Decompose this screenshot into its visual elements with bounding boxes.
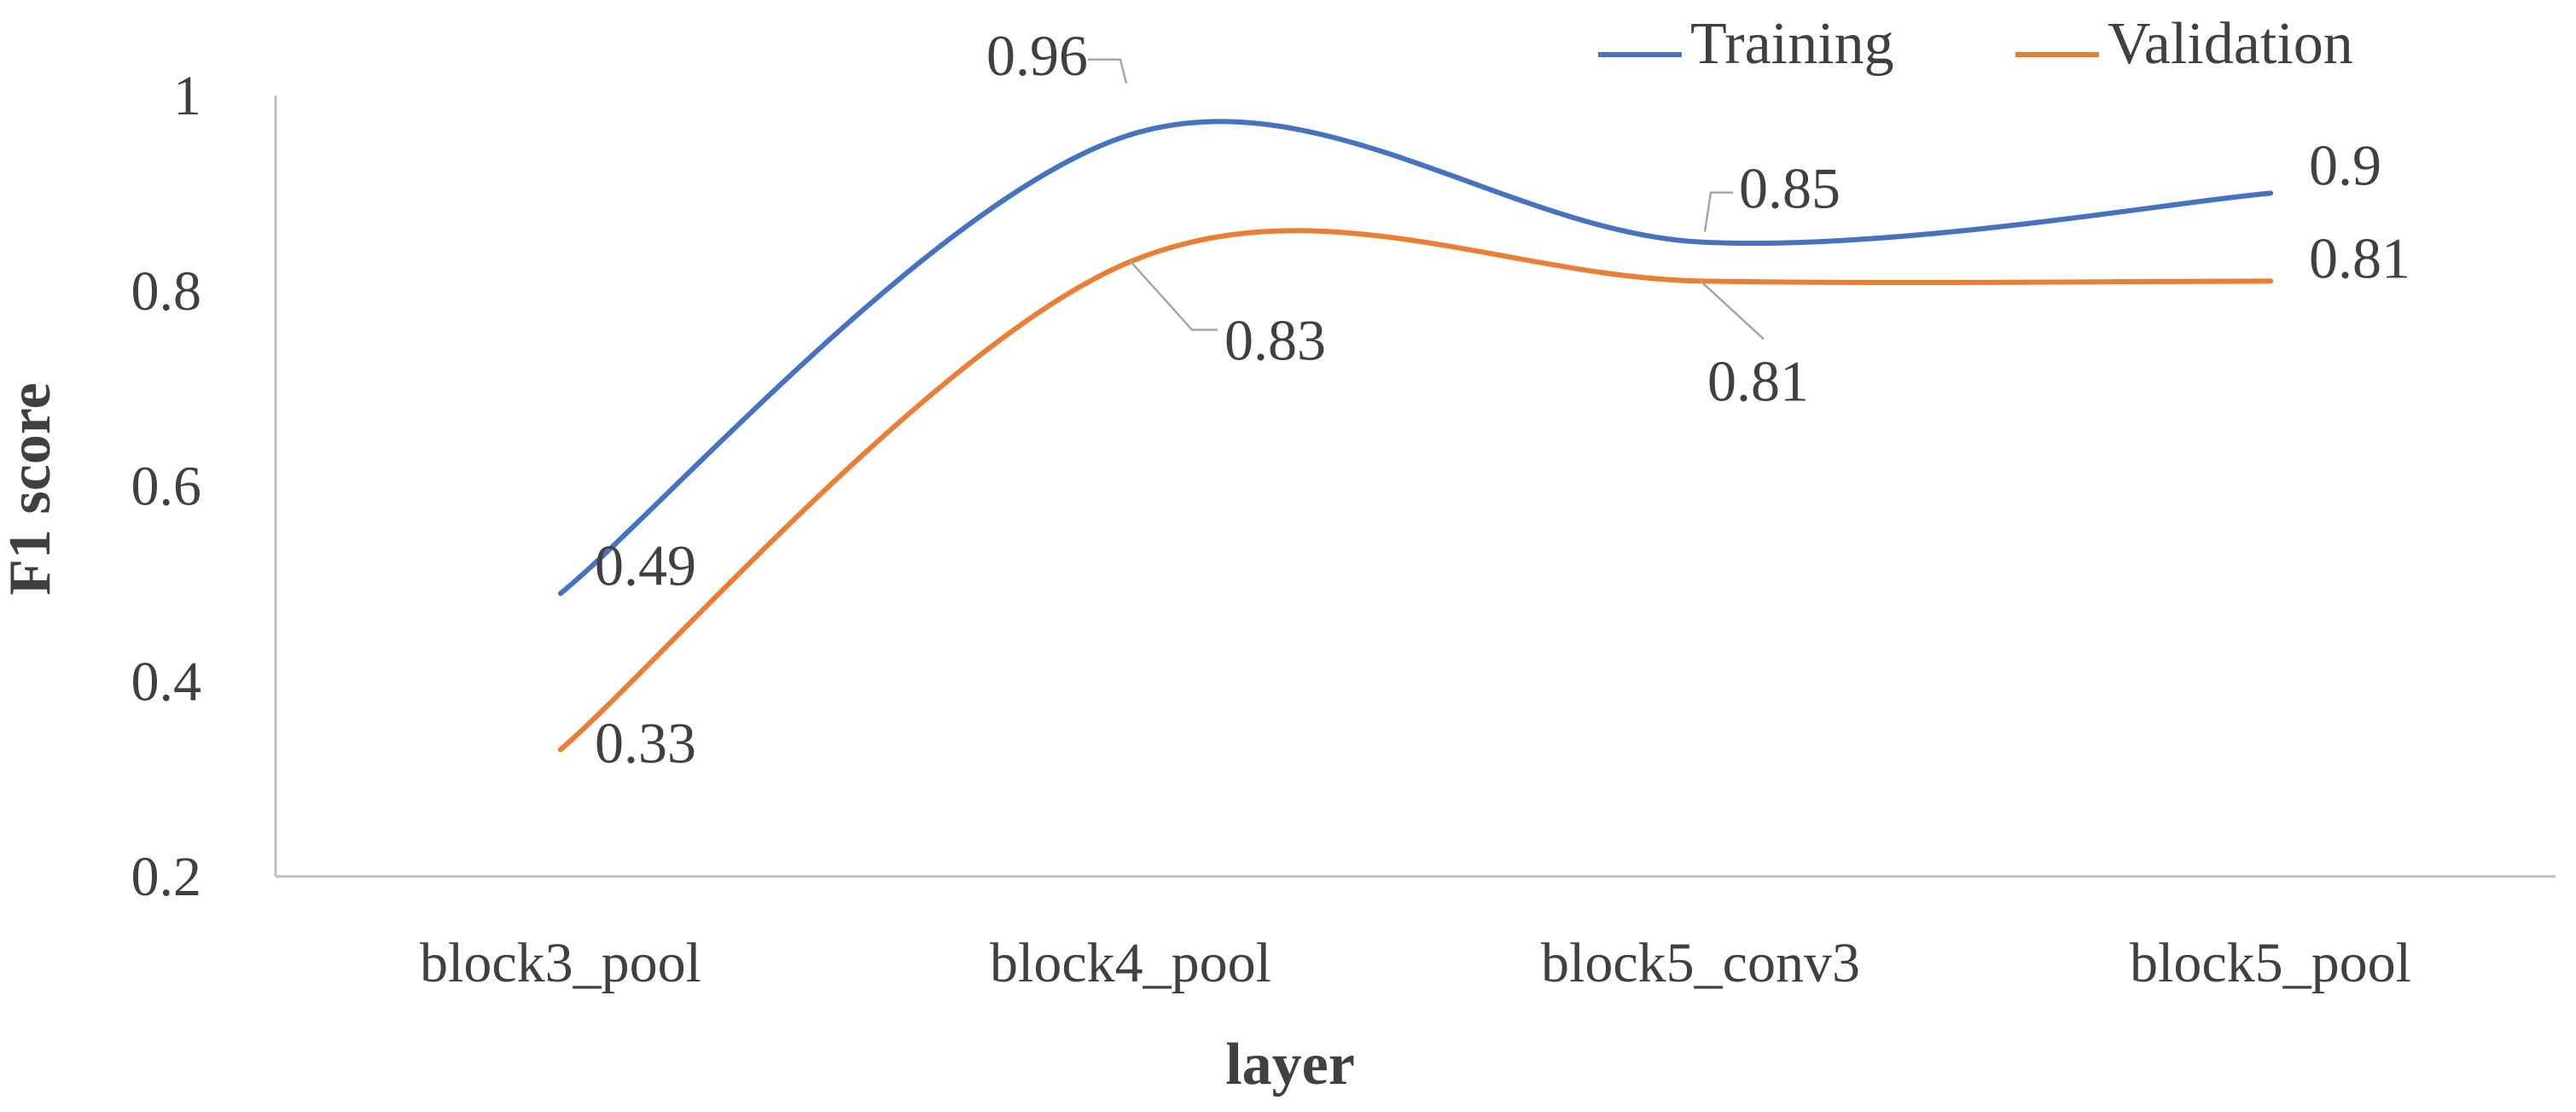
validation-data-label: 0.81 [1707, 348, 1809, 413]
y-tick-label: 0.2 [131, 846, 202, 908]
y-tick-label: 0.8 [131, 260, 202, 323]
training-data-label: 0.85 [1739, 156, 1840, 221]
validation-data-point [558, 747, 563, 753]
training-data-label: 0.49 [595, 533, 696, 597]
y-tick-label: 1 [173, 65, 201, 127]
x-axis: block3_pool block4_pool block5_conv3 block5… [276, 875, 2556, 994]
training-legend-label: Training [1690, 11, 1894, 77]
validation-legend-label: Validation [2108, 11, 2353, 77]
y-tick-label: 0.4 [131, 650, 202, 713]
validation-data-label: 0.81 [2309, 225, 2410, 290]
validation-data-point [2268, 278, 2273, 284]
training-data-point [558, 591, 563, 597]
training-data-point [1128, 131, 1133, 137]
training-data-point [1698, 239, 1703, 245]
validation-data-label: 0.83 [1224, 307, 1326, 372]
x-tick-label: block4_pool [990, 932, 1271, 994]
y-axis-title: F1 score [0, 382, 63, 595]
validation-data-label: 0.33 [595, 710, 696, 775]
training-series-line [558, 119, 2273, 597]
y-axis: 0.2 0.4 0.6 0.8 1 [131, 65, 277, 908]
training-label-leader [1088, 58, 1128, 84]
legend: Training Validation [1598, 11, 2353, 77]
x-tick-label: block5_pool [2130, 932, 2411, 994]
training-data-point [2268, 190, 2273, 196]
training-data-label: 0.9 [2309, 132, 2381, 197]
training-label-leader [1703, 191, 1733, 232]
training-data-label: 0.96 [986, 23, 1088, 88]
series-layer [558, 119, 2273, 753]
x-axis-title: layer [1225, 1032, 1355, 1097]
x-tick-label: block3_pool [420, 932, 701, 994]
validation-series-line [558, 228, 2273, 753]
validation-label-leader [1130, 260, 1218, 331]
x-tick-label: block5_conv3 [1541, 932, 1860, 994]
validation-label-leader [1700, 280, 1765, 341]
y-tick-label: 0.6 [131, 456, 202, 518]
data-labels: 0.49 0.96 0.85 0.9 0.33 0.83 0.81 0.81 [595, 23, 2410, 776]
